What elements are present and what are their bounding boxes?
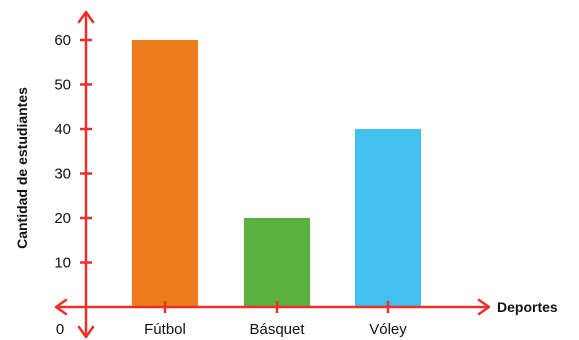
y-tick-label-10: 10: [54, 255, 71, 272]
origin-label: 0: [56, 321, 64, 338]
x-axis-arrow-right: [477, 298, 491, 316]
bar-basquet: [244, 218, 310, 307]
labels-group: 0 Deportes Cantidad de estudiantes Fútbo…: [14, 32, 558, 338]
y-tick-label-30: 30: [54, 166, 71, 183]
axes-group: [54, 10, 491, 339]
bars-group: [132, 40, 421, 307]
y-tick-label-50: 50: [54, 77, 71, 94]
x-tick-label-futbol: Fútbol: [144, 321, 186, 338]
x-axis-title: Deportes: [497, 299, 558, 315]
bar-voley: [355, 129, 421, 307]
x-axis-arrow-left: [54, 298, 68, 316]
y-axis-arrow-up: [77, 10, 95, 24]
x-tick-label-basquet: Básquet: [249, 321, 305, 338]
y-axis-arrow-down: [77, 325, 95, 339]
bar-futbol: [132, 40, 198, 307]
y-tick-label-40: 40: [54, 121, 71, 138]
y-axis-title: Cantidad de estudiantes: [14, 87, 30, 249]
y-tick-label-60: 60: [54, 32, 71, 49]
y-tick-label-20: 20: [54, 210, 71, 227]
x-tick-label-voley: Vóley: [369, 321, 407, 338]
